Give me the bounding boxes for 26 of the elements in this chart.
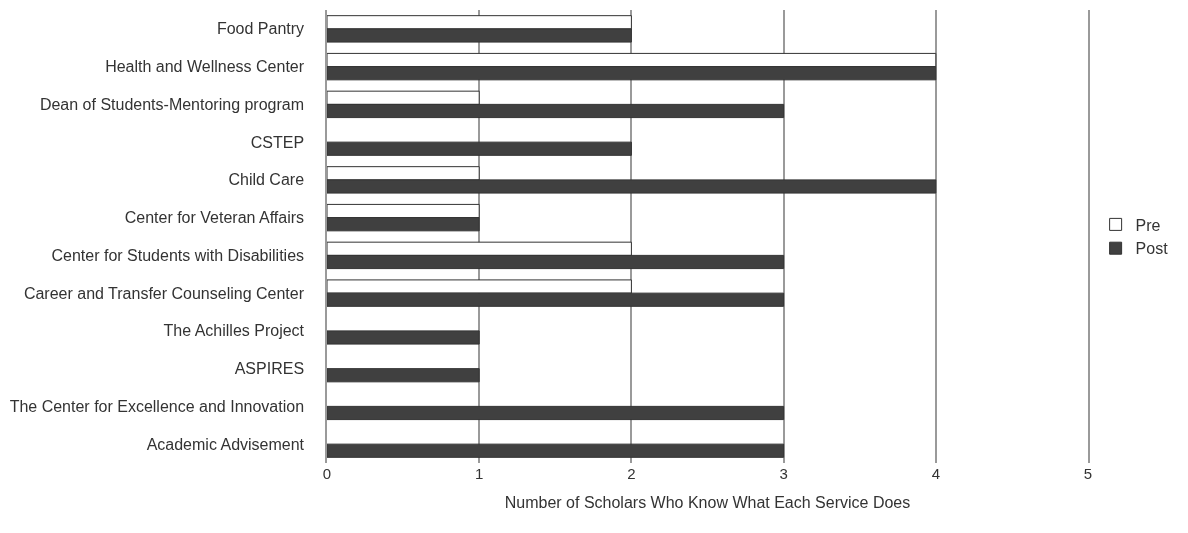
y-tick-label: Dean of Students-Mentoring program <box>39 95 305 113</box>
x-tick-label: 2 <box>627 465 636 482</box>
legend-label: Post <box>1135 240 1169 258</box>
y-tick-label: Health and Wellness Center <box>105 58 305 76</box>
bar <box>327 405 785 421</box>
x-axis-title: Number of Scholars Who Know What Each Service Does <box>504 493 911 511</box>
x-tick-label: 5 <box>1083 465 1093 482</box>
x-tick-label: 0 <box>322 465 332 482</box>
y-tick-label: Career and Transfer Counseling Center <box>23 284 305 302</box>
bar <box>327 443 785 458</box>
y-tick-label: The Center for Excellence and Innovation <box>9 397 305 415</box>
x-tick-label: 1 <box>475 465 484 482</box>
y-tick-label: Center for Students with Disabilities <box>51 246 305 264</box>
legend-label: Pre <box>1135 216 1161 234</box>
bar <box>327 141 632 156</box>
bar <box>327 330 480 345</box>
x-tick-label: 4 <box>931 465 940 482</box>
bar <box>327 368 480 383</box>
y-tick-label: The Achilles Project <box>163 322 305 340</box>
y-tick-label: Academic Advisement <box>146 435 305 453</box>
y-tick-label: ASPIRES <box>234 360 305 378</box>
y-tick-label: Food Pantry <box>216 20 305 38</box>
y-tick-label: CSTEP <box>250 133 305 151</box>
y-tick-label: Child Care <box>228 171 305 189</box>
y-tick-label: Center for Veteran Affairs <box>124 209 305 227</box>
x-tick-label: 3 <box>779 465 788 482</box>
